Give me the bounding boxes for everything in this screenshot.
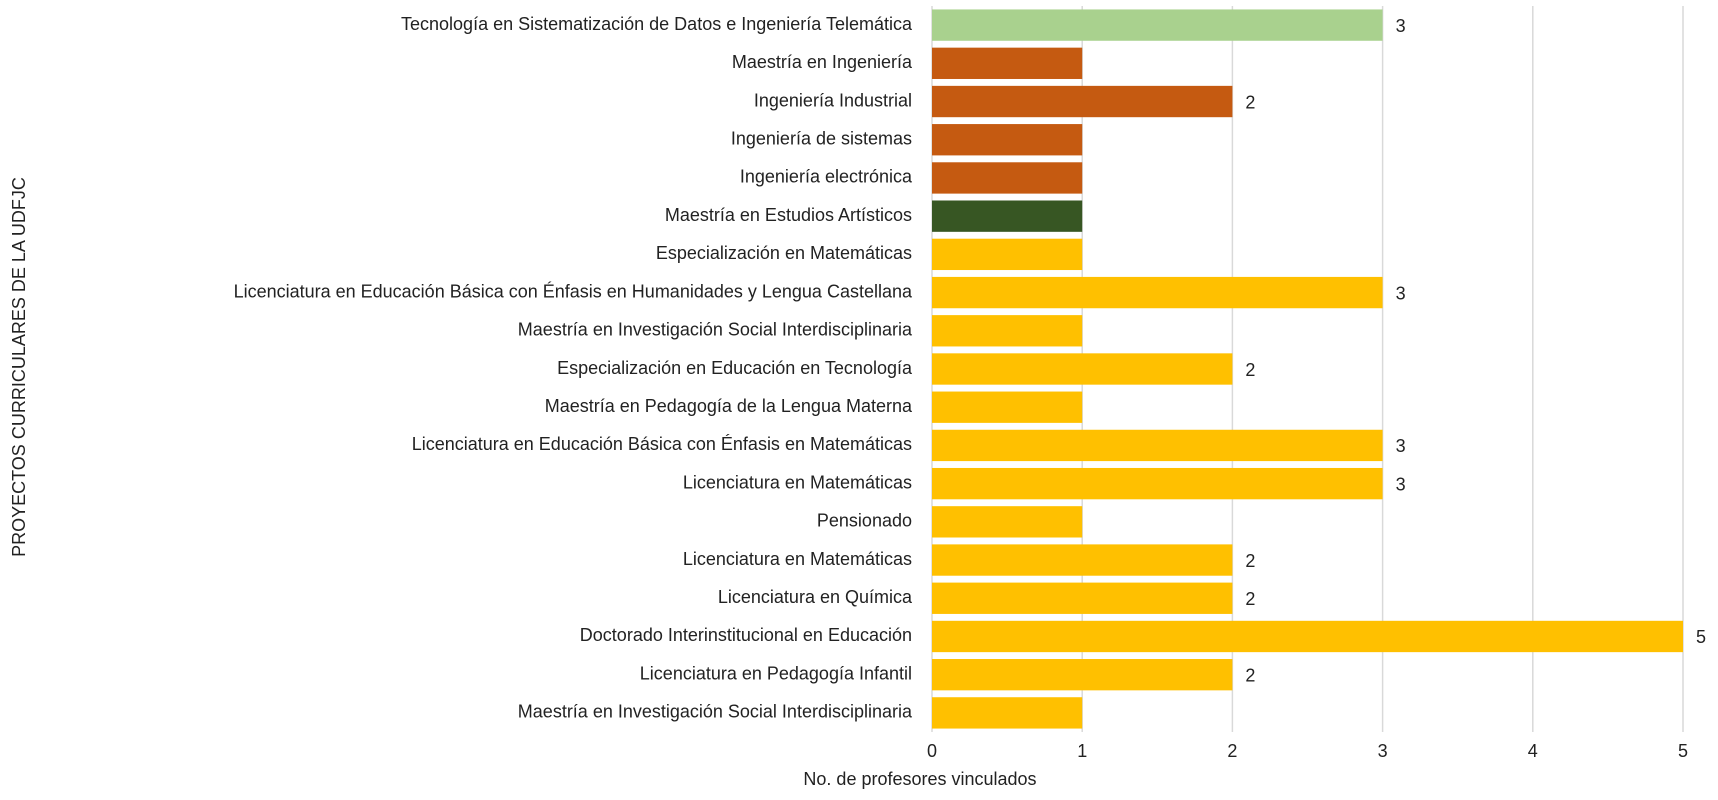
bar [932, 353, 1233, 385]
y-tick-label: Maestría en Estudios Artísticos [665, 205, 912, 225]
bar [932, 697, 1083, 729]
x-tick-label: 5 [1678, 741, 1688, 761]
y-tick-label: Doctorado Interinstitucional en Educació… [580, 625, 912, 645]
y-tick-label: Licenciatura en Educación Básica con Énf… [412, 434, 912, 454]
data-label: 2 [1245, 551, 1255, 571]
data-label: 5 [1696, 627, 1706, 647]
data-label: 3 [1396, 16, 1406, 36]
bar [932, 544, 1233, 576]
bar [932, 85, 1233, 118]
data-label: 3 [1396, 474, 1406, 494]
y-tick-label: Ingeniería electrónica [740, 167, 913, 187]
bar [932, 124, 1083, 156]
x-tick-label: 4 [1528, 741, 1538, 761]
y-tick-label: Licenciatura en Educación Básica con Énf… [234, 281, 913, 301]
y-tick-label: Ingeniería Industrial [754, 90, 912, 110]
x-tick-label: 2 [1227, 741, 1237, 761]
y-tick-label: Tecnología en Sistematización de Datos e… [401, 14, 913, 34]
y-tick-label: Licenciatura en Matemáticas [683, 549, 912, 569]
bar [932, 200, 1083, 232]
data-label: 2 [1245, 92, 1255, 112]
bar [932, 620, 1683, 653]
data-label: 2 [1245, 665, 1255, 685]
y-tick-label: Maestría en Investigación Social Interdi… [518, 320, 913, 340]
y-tick-label: Pensionado [817, 511, 912, 531]
data-label: 2 [1245, 360, 1255, 380]
y-tick-label: Especialización en Matemáticas [656, 243, 912, 263]
bar [932, 506, 1083, 538]
y-tick-label: Maestría en Investigación Social Interdi… [518, 702, 913, 722]
y-tick-label: Maestría en Pedagogía de la Lengua Mater… [545, 396, 913, 416]
x-tick-label: 1 [1077, 741, 1087, 761]
bar [932, 659, 1233, 691]
bar [932, 467, 1383, 500]
bar [932, 238, 1083, 271]
y-axis-title: PROYECTOS CURRICULARES DE LA UDFJC [9, 177, 29, 557]
bar [932, 315, 1083, 347]
data-label: 3 [1396, 283, 1406, 303]
y-tick-label: Licenciatura en Química [718, 587, 913, 607]
bar [932, 47, 1083, 79]
data-label: 2 [1245, 589, 1255, 609]
x-axis-title: No. de profesores vinculados [803, 769, 1036, 789]
bar [932, 162, 1083, 194]
y-tick-label: Licenciatura en Matemáticas [683, 472, 912, 492]
data-label: 3 [1396, 436, 1406, 456]
bar [932, 276, 1383, 309]
bar [932, 391, 1083, 423]
bar [932, 429, 1383, 462]
bar [932, 582, 1233, 614]
y-tick-label: Maestría en Ingeniería [732, 52, 913, 72]
y-tick-label: Licenciatura en Pedagogía Infantil [640, 663, 912, 683]
y-tick-label: Especialización en Educación en Tecnolog… [557, 358, 913, 378]
x-tick-label: 0 [927, 741, 937, 761]
x-tick-label: 3 [1378, 741, 1388, 761]
y-tick-label: Ingeniería de sistemas [731, 128, 912, 148]
bar [932, 9, 1383, 41]
